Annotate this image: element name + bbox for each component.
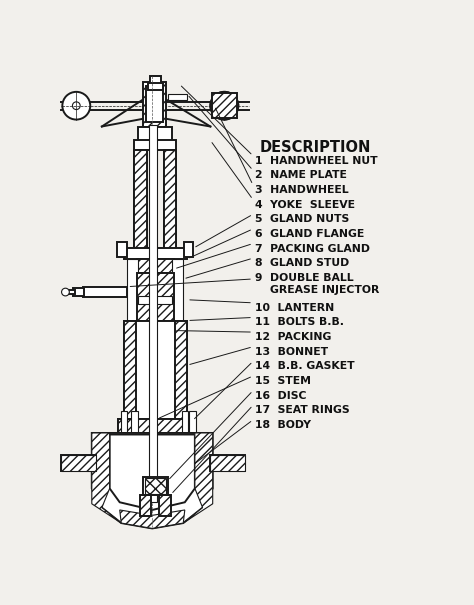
Bar	[210, 454, 245, 471]
Bar	[149, 125, 157, 502]
Bar	[131, 411, 137, 439]
Text: 1  HANDWHEEL NUT: 1 HANDWHEEL NUT	[255, 155, 377, 166]
Polygon shape	[183, 433, 213, 523]
Circle shape	[73, 102, 80, 110]
Bar	[175, 321, 187, 420]
Text: 3  HANDWHEEL: 3 HANDWHEEL	[255, 185, 348, 195]
Circle shape	[220, 102, 228, 110]
Text: 15  STEM: 15 STEM	[255, 376, 310, 386]
Bar	[65, 290, 75, 295]
Text: 11  BOLTS B.B.: 11 BOLTS B.B.	[255, 318, 344, 327]
Text: 12  PACKING: 12 PACKING	[255, 332, 331, 342]
Bar	[137, 273, 174, 321]
Text: 4  YOKE  SLEEVE: 4 YOKE SLEEVE	[255, 200, 355, 210]
Bar	[143, 477, 168, 495]
Polygon shape	[92, 433, 121, 523]
Bar	[147, 83, 163, 90]
Bar	[182, 411, 188, 439]
Text: DESCRIPTION: DESCRIPTION	[259, 140, 371, 155]
Polygon shape	[120, 510, 185, 528]
Text: GREASE INJECTOR: GREASE INJECTOR	[255, 285, 379, 295]
Text: 16  DISC: 16 DISC	[255, 391, 306, 401]
Bar	[164, 149, 176, 250]
Circle shape	[62, 288, 69, 296]
Polygon shape	[109, 434, 195, 510]
Text: 2  NAME PLATE: 2 NAME PLATE	[255, 171, 346, 180]
Bar	[184, 242, 193, 257]
Text: 9  DOUBLE BALL: 9 DOUBLE BALL	[255, 273, 353, 283]
Bar	[135, 149, 147, 250]
Bar	[168, 94, 187, 100]
Ellipse shape	[210, 92, 238, 120]
Bar	[138, 296, 173, 304]
Bar	[140, 494, 152, 516]
Bar	[146, 87, 163, 122]
Circle shape	[210, 92, 238, 120]
Bar	[145, 479, 166, 494]
Bar	[121, 411, 128, 439]
Bar	[138, 126, 173, 142]
Bar	[118, 419, 192, 433]
Text: 10  LANTERN: 10 LANTERN	[255, 303, 334, 313]
Bar	[150, 76, 161, 86]
Bar	[61, 454, 96, 471]
Text: 18  BODY: 18 BODY	[255, 420, 310, 430]
Text: 17  SEAT RINGS: 17 SEAT RINGS	[255, 405, 349, 415]
Circle shape	[63, 92, 90, 120]
Bar	[164, 149, 176, 250]
Text: 14  B.B. GASKET: 14 B.B. GASKET	[255, 361, 354, 371]
Bar	[124, 321, 136, 420]
Bar	[190, 411, 196, 439]
Polygon shape	[92, 433, 213, 528]
Bar	[135, 140, 176, 149]
Bar	[173, 259, 183, 321]
Text: 7  PACKING GLAND: 7 PACKING GLAND	[255, 244, 370, 253]
Text: 13  BONNET: 13 BONNET	[255, 347, 328, 357]
Bar	[210, 454, 245, 471]
Bar	[135, 149, 147, 250]
Bar	[73, 288, 84, 296]
Bar	[143, 82, 166, 126]
Bar	[124, 248, 187, 259]
Bar	[137, 259, 174, 273]
Bar	[118, 242, 127, 257]
Bar	[61, 454, 96, 471]
Bar	[124, 321, 187, 420]
Bar	[159, 494, 171, 516]
Bar	[118, 419, 192, 433]
Text: 5  GLAND NUTS: 5 GLAND NUTS	[255, 214, 349, 224]
Text: 8  GLAND STUD: 8 GLAND STUD	[255, 258, 349, 268]
Bar	[128, 259, 138, 321]
Text: 6  GLAND FLANGE: 6 GLAND FLANGE	[255, 229, 364, 239]
Bar	[82, 287, 128, 298]
Bar	[212, 93, 237, 118]
